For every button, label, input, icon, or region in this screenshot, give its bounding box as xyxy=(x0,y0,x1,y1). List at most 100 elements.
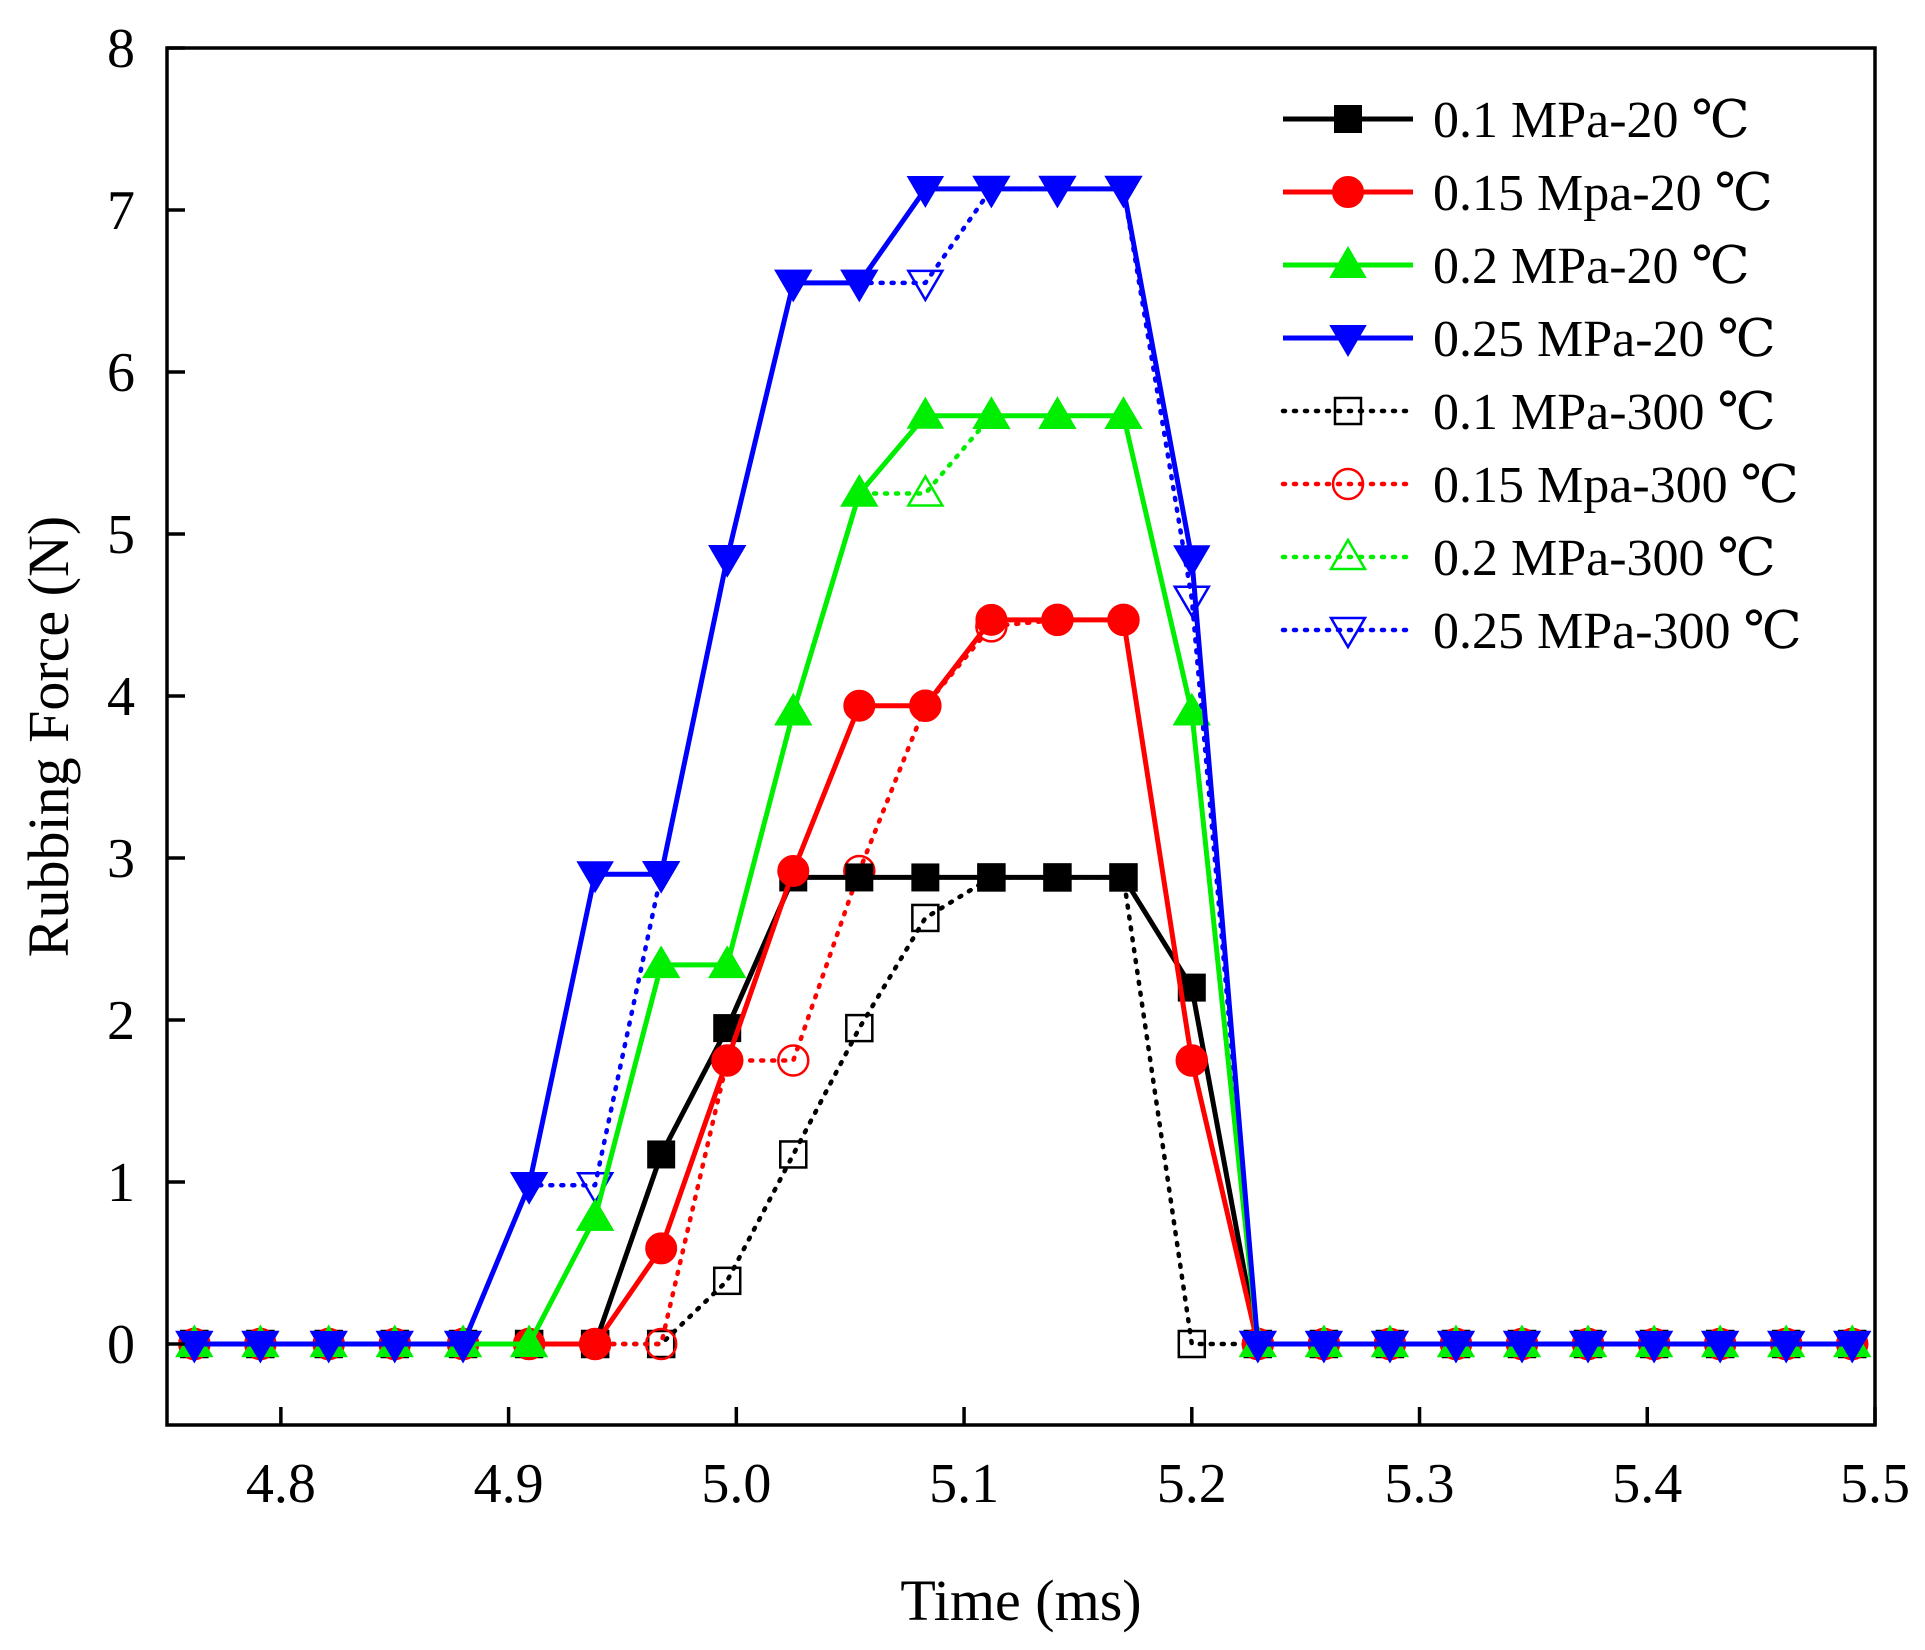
data-point xyxy=(510,1325,548,1357)
x-tick-label: 5.0 xyxy=(701,1453,771,1515)
data-point xyxy=(1503,1331,1541,1363)
data-point xyxy=(175,1331,214,1363)
data-point xyxy=(840,269,879,302)
data-point xyxy=(444,1331,482,1363)
data-point xyxy=(972,175,1011,208)
data-point xyxy=(642,945,680,978)
legend-marker xyxy=(1333,396,1363,426)
legend-item: 0.25 MPa-300 ℃ xyxy=(1280,603,1802,660)
data-point xyxy=(777,854,810,887)
legend-label: 0.15 Mpa-20 ℃ xyxy=(1433,165,1773,222)
data-point xyxy=(711,1044,744,1077)
legend-marker xyxy=(1334,105,1362,133)
data-point xyxy=(972,396,1011,429)
data-point xyxy=(576,861,614,894)
y-tick-label: 6 xyxy=(107,342,135,404)
legend-marker xyxy=(1328,537,1368,571)
x-tick-label: 5.2 xyxy=(1157,1453,1227,1515)
legend-label: 0.2 MPa-20 ℃ xyxy=(1433,238,1750,295)
x-tick-label: 4.8 xyxy=(246,1453,316,1515)
legend-label: 0.1 MPa-300 ℃ xyxy=(1433,384,1776,441)
series-line xyxy=(194,617,1853,1347)
x-tick-label: 4.9 xyxy=(474,1453,544,1515)
x-tick-label: 5.5 xyxy=(1840,1453,1910,1515)
data-point xyxy=(1371,1331,1409,1363)
series-1 xyxy=(178,603,1869,1360)
data-point xyxy=(241,1331,280,1363)
data-point xyxy=(309,1331,348,1363)
legend-marker xyxy=(1332,176,1364,208)
data-point xyxy=(510,1172,548,1205)
series-0 xyxy=(180,863,1867,1358)
data-point xyxy=(1104,396,1143,429)
series-line xyxy=(192,875,1855,1347)
legend-label: 0.25 MPa-20 ℃ xyxy=(1433,311,1776,368)
y-tick-label: 0 xyxy=(107,1314,135,1376)
data-point xyxy=(576,1198,614,1231)
data-point xyxy=(1239,1331,1277,1363)
data-point xyxy=(1701,1331,1739,1363)
series-4 xyxy=(180,863,1867,1359)
data-point xyxy=(1175,1044,1208,1077)
data-point xyxy=(843,689,876,722)
series-line xyxy=(192,617,1855,1347)
legend: 0.1 MPa-20 ℃ 0.15 Mpa-20 ℃ 0.2 MPa-20 ℃ 0.2… xyxy=(1280,92,1802,660)
x-tick-label: 5.3 xyxy=(1385,1453,1455,1515)
data-point xyxy=(845,863,874,892)
legend-label: 0.1 MPa-20 ℃ xyxy=(1433,92,1750,149)
data-point xyxy=(375,1331,414,1363)
y-tick-label: 8 xyxy=(107,18,135,80)
axes: 4.8 4.9 5.0 5.1 5.2 5.3 5.4 5.5 0 1 2 3 4 5 6 7 8 xyxy=(107,18,1910,1515)
series-line xyxy=(194,874,1853,1347)
data-point xyxy=(1173,693,1211,726)
series-5 xyxy=(178,603,1869,1361)
y-tick-label: 3 xyxy=(107,828,135,890)
legend-item: 0.2 MPa-300 ℃ xyxy=(1280,530,1776,587)
data-point xyxy=(579,1328,612,1360)
legend-item: 0.1 MPa-300 ℃ xyxy=(1280,384,1776,441)
data-point xyxy=(1107,603,1140,636)
data-point xyxy=(911,863,940,892)
plot-area xyxy=(175,175,1872,1364)
legend-item: 0.15 Mpa-300 ℃ xyxy=(1280,457,1799,514)
legend-label: 0.25 MPa-300 ℃ xyxy=(1433,603,1802,660)
data-point xyxy=(644,1327,678,1361)
data-point xyxy=(1038,396,1077,429)
legend-item: 0.25 MPa-20 ℃ xyxy=(1283,311,1776,368)
data-point xyxy=(840,474,879,507)
data-point xyxy=(1635,1331,1673,1363)
data-point xyxy=(708,945,746,978)
data-point xyxy=(1041,603,1074,636)
y-tick-label: 4 xyxy=(107,666,135,728)
data-point xyxy=(779,1140,808,1169)
legend-marker xyxy=(1328,616,1368,650)
data-point xyxy=(774,693,813,726)
data-point xyxy=(906,175,945,208)
y-tick-label: 1 xyxy=(107,1152,135,1214)
data-point xyxy=(708,545,746,578)
data-point xyxy=(911,903,940,933)
data-point xyxy=(1173,545,1211,578)
plot-frame xyxy=(165,46,1877,1427)
x-tick-label: 5.1 xyxy=(929,1453,999,1515)
data-point xyxy=(1305,1331,1343,1363)
y-tick-label: 7 xyxy=(107,180,135,242)
legend-marker xyxy=(1329,325,1367,357)
data-point xyxy=(1172,585,1211,619)
series-3 xyxy=(175,175,1871,1363)
data-point xyxy=(906,474,945,507)
data-point xyxy=(1177,1329,1207,1359)
data-point xyxy=(1104,175,1143,208)
legend-item: 0.15 Mpa-20 ℃ xyxy=(1283,165,1773,222)
legend-item: 0.1 MPa-20 ℃ xyxy=(1283,92,1750,149)
data-point xyxy=(906,396,945,429)
y-tick-label: 5 xyxy=(107,504,135,566)
data-point xyxy=(1767,1331,1805,1363)
data-point xyxy=(1437,1331,1475,1363)
y-axis-title: Rubbing Force (N) xyxy=(16,516,81,957)
x-axis-title: Time (ms) xyxy=(900,1568,1141,1633)
data-point xyxy=(1043,863,1072,892)
data-point xyxy=(1109,863,1138,892)
x-tick-label: 5.4 xyxy=(1612,1453,1682,1515)
